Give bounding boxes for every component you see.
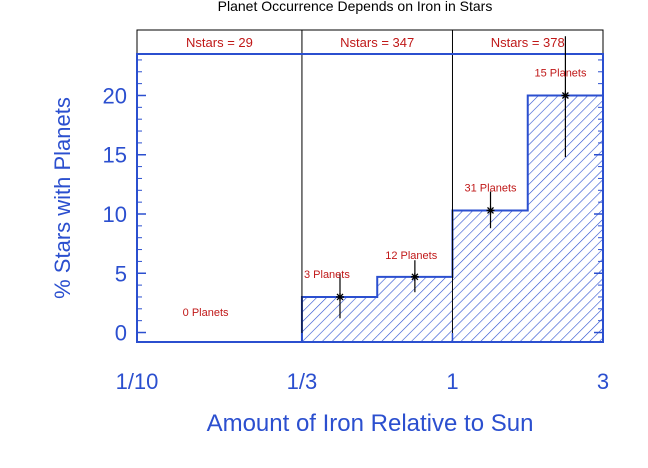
histogram-bar-3 <box>452 210 528 342</box>
x-tick-label-1: 1/3 <box>287 369 318 394</box>
planet-label-3: 31 Planets <box>465 182 517 194</box>
planet-label-4: 15 Planets <box>535 68 587 80</box>
x-tick-label-0: 1/10 <box>116 369 159 394</box>
data-point-4 <box>561 91 570 100</box>
x-tick-label-2: 1 <box>446 369 458 394</box>
chart-title: Planet Occurrence Depends on Iron in Sta… <box>218 0 493 14</box>
x-tick-label-3: 3 <box>597 369 609 394</box>
y-tick-label-1: 5 <box>115 261 127 286</box>
plot-frame <box>136 53 604 343</box>
y-tick-label-0: 0 <box>115 321 127 346</box>
planet-label-2: 12 Planets <box>385 250 437 262</box>
data-point-1 <box>335 292 344 301</box>
y-tick-label-2: 10 <box>103 202 127 227</box>
region-label-1: Nstars = 347 <box>340 35 414 50</box>
planet-label-0: 0 Planets <box>183 307 229 319</box>
y-axis-label: % Stars with Planets <box>50 97 75 299</box>
data-point-3 <box>486 206 495 215</box>
y-tick-label-4: 20 <box>103 83 127 108</box>
region-label-2: Nstars = 378 <box>491 35 565 50</box>
planet-label-1: 3 Planets <box>304 269 350 281</box>
y-tick-label-3: 15 <box>103 143 127 168</box>
region-label-0: Nstars = 29 <box>186 35 253 50</box>
data-point-2 <box>410 272 419 281</box>
x-axis-label: Amount of Iron Relative to Sun <box>207 410 534 437</box>
